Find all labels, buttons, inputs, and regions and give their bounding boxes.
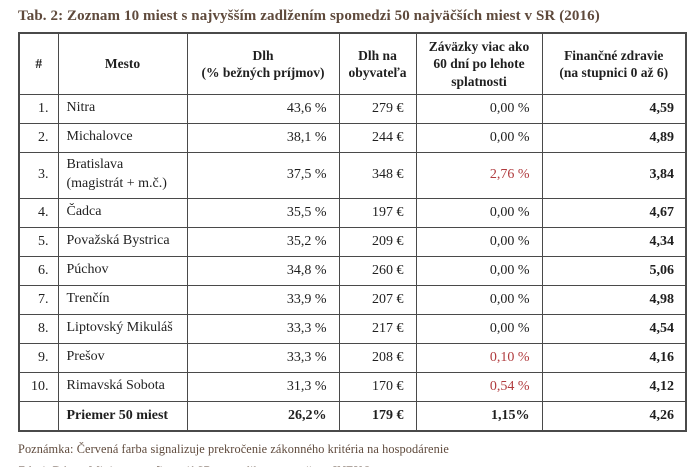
per-capita-cell: 279 € [338,93,417,124]
overdue-cell: 0,00 % [415,255,543,286]
per-capita-cell: 244 € [338,122,417,153]
city-cell: Čadca [57,197,188,228]
overdue-cell: 0,00 % [415,284,543,315]
per-capita-cell: 260 € [338,255,417,286]
overdue-cell: 0,00 % [415,93,543,124]
overdue-cell: 0,00 % [415,226,543,257]
city-cell: Púchov [57,255,188,286]
table-row: 1. Nitra 43,6 % 279 € 0,00 % 4,59 [18,93,687,124]
city-cell: Rimavská Sobota [57,371,188,402]
table-row: 4. Čadca 35,5 % 197 € 0,00 % 4,67 [18,197,687,228]
table-row: 3. Bratislava (magistrát + m.č.) 37,5 % … [18,151,687,199]
table-row: 5. Považská Bystrica 35,2 % 209 € 0,00 %… [18,226,687,257]
rank-cell: 2. [18,122,59,153]
notes-section: Poznámka: Červená farba signalizuje prek… [18,442,686,467]
health-cell: 4,59 [541,93,687,124]
health-cell: 3,84 [541,151,687,199]
average-row: Priemer 50 miest 26,2% 179 € 1,15% 4,26 [18,400,687,432]
health-cell: 4,98 [541,284,687,315]
overdue-cell-exceeded: 0,10 % [415,342,543,373]
table-footer: Priemer 50 miest 26,2% 179 € 1,15% 4,26 [18,400,687,432]
health-cell: 4,54 [541,313,687,344]
table-header: # Mesto Dlh (% bežných príjmov) Dlh na o… [18,32,687,95]
table-row: 7. Trenčín 33,9 % 207 € 0,00 % 4,98 [18,284,687,315]
overdue-cell-exceeded: 2,76 % [415,151,543,199]
rank-cell: 9. [18,342,59,373]
city-cell: Prešov [57,342,188,373]
rank-cell: 8. [18,313,59,344]
health-cell: 4,34 [541,226,687,257]
debt-cell: 43,6 % [186,93,340,124]
col-header-debt: Dlh (% bežných príjmov) [186,32,340,95]
table-body: 1. Nitra 43,6 % 279 € 0,00 % 4,59 2. Mic… [18,93,687,402]
debt-cell: 31,3 % [186,371,340,402]
per-capita-cell: 208 € [338,342,417,373]
debt-cell: 33,9 % [186,284,340,315]
health-cell: 4,26 [541,400,687,432]
city-debt-table: # Mesto Dlh (% bežných príjmov) Dlh na o… [18,32,687,433]
table-row: 10. Rimavská Sobota 31,3 % 170 € 0,54 % … [18,371,687,402]
overdue-cell: 0,00 % [415,313,543,344]
debt-cell: 38,1 % [186,122,340,153]
debt-cell: 26,2% [186,400,340,432]
note-source: Zdroj: Dáta – Ministerstvo financií SR; … [18,464,686,467]
average-label: Priemer 50 miest [57,400,188,432]
per-capita-cell: 179 € [338,400,417,432]
city-cell: Považská Bystrica [57,226,188,257]
header-row: # Mesto Dlh (% bežných príjmov) Dlh na o… [18,32,687,95]
debt-cell: 33,3 % [186,342,340,373]
per-capita-cell: 209 € [338,226,417,257]
table-row: 6. Púchov 34,8 % 260 € 0,00 % 5,06 [18,255,687,286]
rank-cell: 5. [18,226,59,257]
overdue-cell: 1,15% [415,400,543,432]
per-capita-cell: 170 € [338,371,417,402]
rank-cell: 6. [18,255,59,286]
debt-cell: 35,5 % [186,197,340,228]
per-capita-cell: 207 € [338,284,417,315]
city-cell: Liptovský Mikuláš [57,313,188,344]
rank-cell: 3. [18,151,59,199]
health-cell: 4,12 [541,371,687,402]
overdue-cell-exceeded: 0,54 % [415,371,543,402]
debt-cell: 37,5 % [186,151,340,199]
city-cell: Bratislava (magistrát + m.č.) [57,151,188,199]
col-header-city: Mesto [57,32,188,95]
rank-cell [18,400,59,432]
table-title: Tab. 2: Zoznam 10 miest s najvyšším zadl… [18,8,600,24]
health-cell: 4,67 [541,197,687,228]
col-header-rank: # [18,32,59,95]
table-row: 8. Liptovský Mikuláš 33,3 % 217 € 0,00 %… [18,313,687,344]
overdue-cell: 0,00 % [415,122,543,153]
col-header-per-capita: Dlh na obyvateľa [338,32,417,95]
debt-cell: 34,8 % [186,255,340,286]
city-cell: Trenčín [57,284,188,315]
col-header-health: Finančné zdravie (na stupnici 0 až 6) [541,32,687,95]
debt-cell: 33,3 % [186,313,340,344]
per-capita-cell: 197 € [338,197,417,228]
table-row: 2. Michalovce 38,1 % 244 € 0,00 % 4,89 [18,122,687,153]
health-cell: 4,89 [541,122,687,153]
per-capita-cell: 217 € [338,313,417,344]
debt-cell: 35,2 % [186,226,340,257]
overdue-cell: 0,00 % [415,197,543,228]
per-capita-cell: 348 € [338,151,417,199]
table-row: 9. Prešov 33,3 % 208 € 0,10 % 4,16 [18,342,687,373]
rank-cell: 10. [18,371,59,402]
city-cell: Nitra [57,93,188,124]
col-header-overdue: Záväzky viac ako 60 dní po lehote splatn… [415,32,543,95]
rank-cell: 4. [18,197,59,228]
health-cell: 5,06 [541,255,687,286]
city-cell: Michalovce [57,122,188,153]
rank-cell: 7. [18,284,59,315]
note-legend: Poznámka: Červená farba signalizuje prek… [18,442,449,457]
health-cell: 4,16 [541,342,687,373]
rank-cell: 1. [18,93,59,124]
